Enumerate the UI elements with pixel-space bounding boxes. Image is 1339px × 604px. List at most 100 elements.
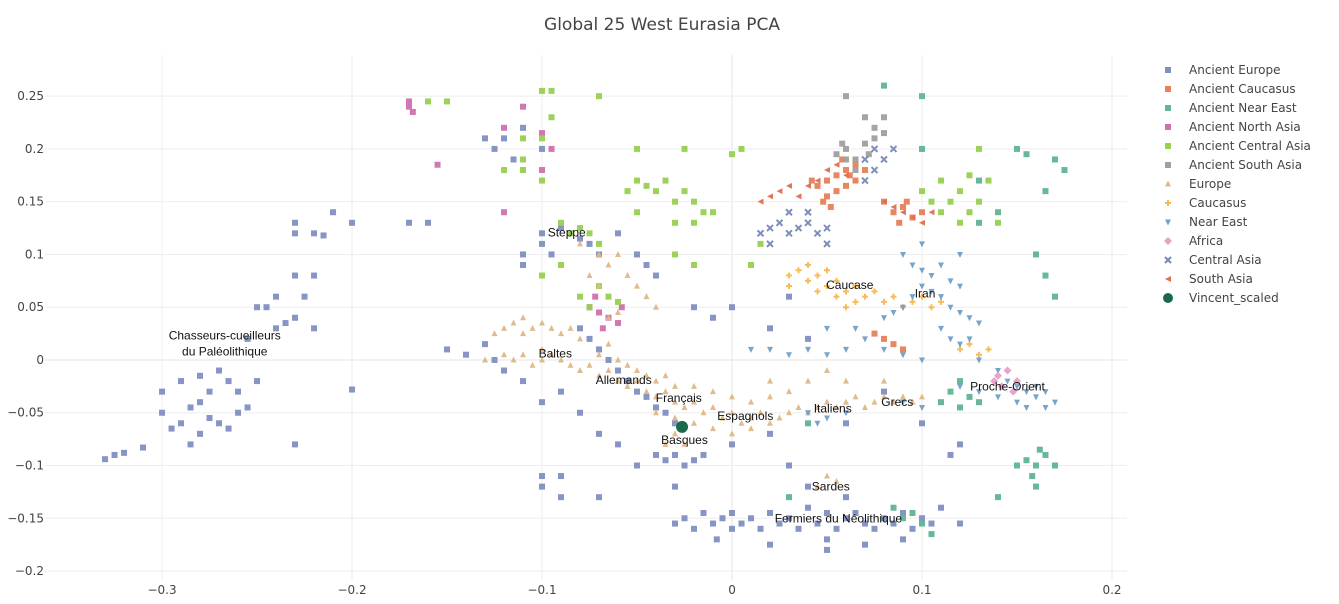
- data-point: [425, 219, 432, 226]
- data-point: [482, 135, 489, 142]
- data-point: [187, 441, 194, 448]
- series-ancient-north-asia: [406, 98, 625, 332]
- data-point: [596, 282, 603, 289]
- data-point: [586, 304, 593, 311]
- data-point: [966, 315, 973, 322]
- data-point: [615, 356, 622, 363]
- data-point: [292, 441, 299, 448]
- data-point: [937, 294, 944, 301]
- legend-item[interactable]: Caucasus: [1165, 196, 1246, 210]
- data-point: [700, 409, 707, 416]
- data-point: [520, 135, 527, 142]
- data-point: [824, 167, 831, 174]
- data-point: [301, 293, 308, 300]
- data-point: [681, 145, 688, 152]
- legend-item[interactable]: Ancient Europe: [1165, 63, 1280, 77]
- data-point: [529, 324, 536, 331]
- data-point: [596, 346, 603, 353]
- legend-item[interactable]: Ancient South Asia: [1165, 158, 1302, 172]
- data-point: [1023, 404, 1030, 411]
- legend-item[interactable]: Ancient North Asia: [1165, 120, 1301, 134]
- data-point: [865, 151, 872, 158]
- data-point: [653, 377, 660, 384]
- legend-item[interactable]: Vincent_scaled: [1163, 291, 1279, 305]
- data-point: [1003, 366, 1012, 375]
- legend-label: Vincent_scaled: [1189, 291, 1279, 305]
- data-point: [900, 251, 907, 258]
- data-point: [805, 182, 812, 189]
- data-point: [956, 404, 963, 411]
- data-point: [804, 208, 812, 216]
- data-point: [947, 278, 954, 285]
- legend-item[interactable]: Near East: [1165, 215, 1248, 229]
- data-point: [653, 303, 660, 310]
- data-point: [805, 277, 812, 284]
- data-point: [776, 188, 783, 195]
- legend-item[interactable]: Central Asia: [1164, 253, 1262, 267]
- data-point: [890, 209, 897, 216]
- data-point: [662, 457, 669, 464]
- data-point: [406, 98, 413, 105]
- data-point: [937, 177, 944, 184]
- data-point: [956, 309, 963, 316]
- data-point: [244, 335, 251, 342]
- data-point: [520, 103, 527, 110]
- data-point: [729, 525, 736, 532]
- series-europe: [482, 240, 925, 490]
- data-point: [1036, 446, 1043, 453]
- data-point: [592, 293, 599, 300]
- data-point: [975, 198, 982, 205]
- data-point: [244, 404, 251, 411]
- legend-item[interactable]: Africa: [1164, 234, 1223, 248]
- data-point: [482, 341, 489, 348]
- annotation-label: Espagnols: [717, 409, 773, 423]
- data-point: [805, 262, 812, 268]
- data-point: [672, 251, 679, 258]
- legend-item[interactable]: Ancient Near East: [1165, 101, 1297, 115]
- data-point: [586, 240, 593, 247]
- series-south-asia: [757, 161, 935, 226]
- data-point: [852, 167, 859, 174]
- data-point: [311, 272, 318, 279]
- data-point: [862, 403, 869, 410]
- data-point: [956, 520, 963, 527]
- data-point: [814, 420, 821, 427]
- data-point: [197, 372, 204, 379]
- data-point: [558, 388, 565, 395]
- legend-item[interactable]: South Asia: [1165, 272, 1253, 286]
- data-point: [520, 378, 527, 385]
- legend-item[interactable]: Europe: [1165, 177, 1231, 191]
- data-point: [225, 425, 232, 432]
- legend[interactable]: Ancient Europe Ancient Caucasus Ancient Ne…: [1163, 63, 1311, 305]
- data-point: [539, 135, 546, 142]
- data-point: [852, 283, 859, 290]
- data-point: [1051, 156, 1058, 163]
- data-point: [994, 394, 1001, 401]
- data-point: [672, 451, 679, 458]
- data-point: [824, 193, 831, 200]
- data-point: [994, 494, 1001, 501]
- data-point: [871, 288, 878, 295]
- data-point: [710, 520, 717, 527]
- data-point: [900, 352, 907, 359]
- data-point: [975, 399, 982, 406]
- annotation-label: Allemands: [596, 373, 652, 387]
- data-point: [643, 262, 650, 268]
- data-point: [501, 367, 508, 374]
- data-point: [178, 420, 185, 427]
- legend-item[interactable]: Ancient Caucasus: [1165, 82, 1296, 96]
- data-point: [833, 477, 840, 484]
- data-point: [966, 209, 973, 216]
- annotation-label: Grecs: [881, 395, 913, 409]
- data-point: [918, 241, 925, 248]
- data-point: [1042, 188, 1049, 195]
- data-point: [520, 251, 527, 258]
- data-point: [852, 509, 859, 516]
- y-tick-label: 0.2: [25, 142, 44, 156]
- data-point: [1042, 451, 1049, 458]
- legend-item[interactable]: Ancient Central Asia: [1165, 139, 1311, 153]
- data-point: [918, 219, 925, 226]
- series-africa: [990, 366, 1021, 396]
- data-point: [1012, 377, 1021, 386]
- data-point: [510, 156, 517, 163]
